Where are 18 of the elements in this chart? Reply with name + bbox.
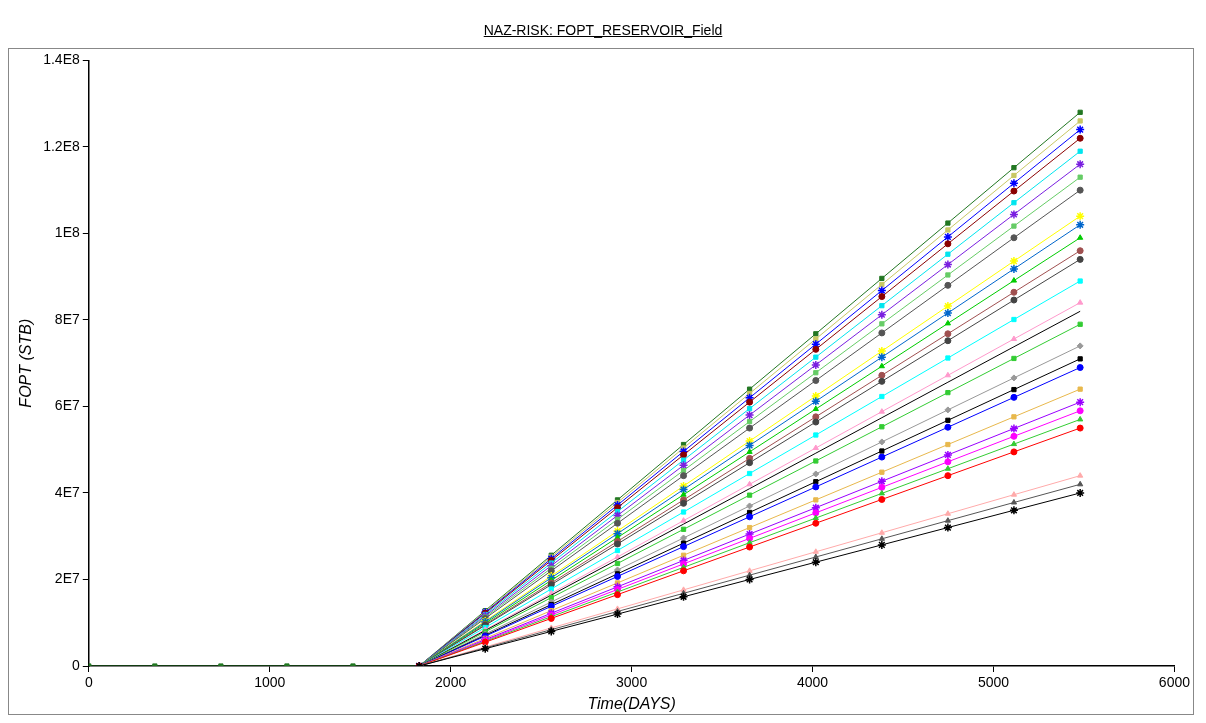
x-tick-label: 2000 xyxy=(435,674,467,691)
x-tick-label: 0 xyxy=(84,674,93,691)
y-tick-label: 6E7 xyxy=(54,397,80,414)
x-tick-label: 3000 xyxy=(616,674,648,691)
x-tick-label: 4000 xyxy=(796,674,829,691)
chart-title: NAZ-RISK: FOPT_RESERVOIR_Field xyxy=(483,22,723,38)
x-tick-label: 1000 xyxy=(254,674,286,691)
y-tick-label: 1.4E8 xyxy=(43,51,80,68)
y-tick-label: 1.2E8 xyxy=(43,137,80,154)
y-tick-label: 1E8 xyxy=(54,224,80,241)
y-tick-label: 2E7 xyxy=(54,570,80,587)
x-tick-label: 6000 xyxy=(1158,674,1191,691)
y-axis-title: FOPT (STB) xyxy=(17,318,35,408)
y-tick-label: 8E7 xyxy=(54,310,80,327)
x-tick-label: 5000 xyxy=(977,674,1010,691)
x-axis-title: Time(DAYS) xyxy=(587,694,676,712)
y-tick-label: 4E7 xyxy=(54,483,80,500)
y-tick-label: 0 xyxy=(71,656,80,673)
